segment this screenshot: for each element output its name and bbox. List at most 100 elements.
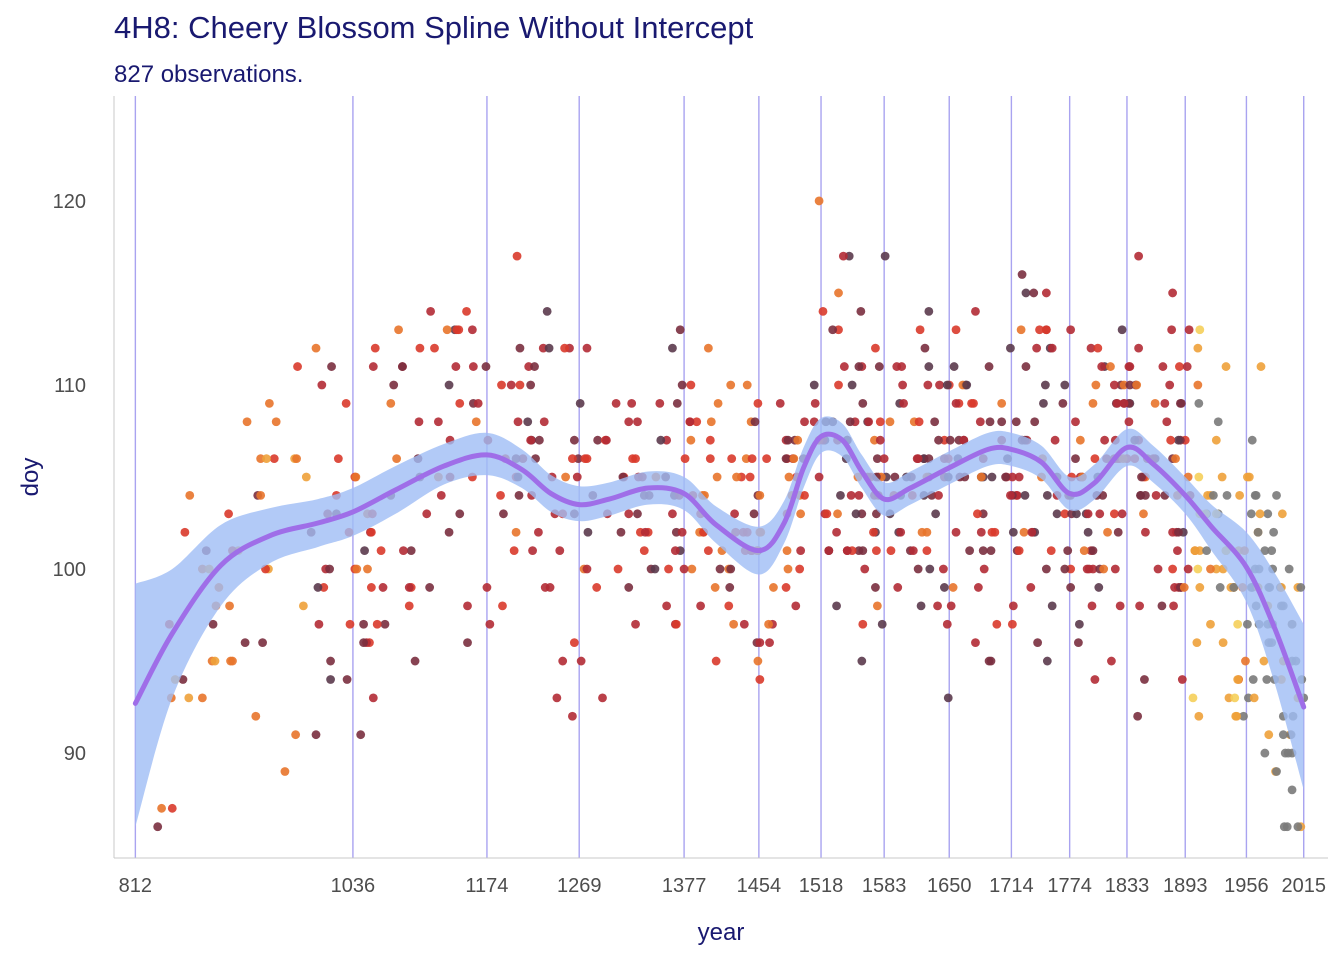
data-point (292, 454, 301, 463)
data-point (984, 362, 994, 371)
data-point (1074, 619, 1084, 629)
data-point (345, 619, 355, 629)
y-axis-title: doy (17, 458, 44, 497)
data-point (534, 435, 544, 445)
data-point (1174, 435, 1183, 445)
data-point (1251, 491, 1261, 500)
data-point (1124, 417, 1134, 427)
data-point (1041, 564, 1051, 574)
data-point (515, 380, 525, 390)
data-point (157, 803, 166, 813)
data-point (1168, 288, 1178, 298)
data-point (871, 546, 881, 556)
data-point (1260, 748, 1270, 758)
data-point (987, 472, 997, 482)
data-point (1060, 509, 1070, 519)
data-point (552, 693, 562, 703)
data-point (359, 619, 368, 629)
data-point (513, 417, 523, 427)
data-point (444, 527, 454, 537)
data-point (415, 343, 425, 353)
data-point (1119, 398, 1129, 408)
data-point (327, 362, 336, 371)
data-point (685, 417, 695, 427)
data-point (858, 619, 868, 629)
data-point (545, 583, 555, 592)
data-point (499, 509, 508, 519)
data-point (317, 380, 327, 390)
data-point (1167, 325, 1177, 335)
data-point (931, 509, 941, 519)
data-point (1134, 343, 1144, 353)
x-tick-label: 1833 (1105, 875, 1150, 897)
data-point (976, 472, 986, 482)
data-point (511, 527, 521, 537)
x-tick-label: 1956 (1224, 875, 1269, 897)
data-point (539, 417, 549, 427)
data-point (1027, 527, 1037, 537)
data-point (1058, 398, 1068, 408)
data-point (251, 711, 261, 721)
data-point (1072, 509, 1081, 519)
data-point (1259, 656, 1269, 666)
data-point (455, 509, 465, 519)
data-point (301, 472, 311, 482)
data-point (749, 509, 759, 519)
data-point (1193, 343, 1203, 353)
data-point (1083, 527, 1093, 537)
data-point (582, 564, 592, 574)
data-point (512, 251, 522, 261)
data-point (668, 509, 677, 519)
data-point (593, 435, 603, 445)
data-point (185, 491, 195, 500)
data-point (934, 491, 943, 500)
data-point (885, 417, 895, 427)
data-point (1284, 564, 1294, 574)
data-point (1194, 398, 1204, 408)
data-point (976, 527, 986, 537)
data-point (810, 398, 820, 408)
data-point (997, 398, 1007, 408)
data-point (1109, 509, 1119, 519)
data-point (915, 325, 925, 335)
data-point (869, 527, 878, 537)
data-point (730, 509, 739, 519)
data-point (1176, 398, 1186, 408)
data-point (624, 417, 634, 427)
data-point (482, 583, 492, 592)
data-point (791, 601, 801, 611)
data-point (180, 527, 190, 537)
data-point (572, 472, 582, 482)
data-point (893, 583, 903, 592)
data-point (1296, 583, 1306, 592)
data-point (633, 509, 642, 519)
data-point (498, 601, 507, 611)
x-tick-label: 2015 (1281, 875, 1326, 897)
data-point (394, 325, 403, 335)
data-point (240, 638, 250, 648)
x-tick-label: 1518 (799, 875, 844, 897)
data-point (422, 509, 432, 519)
data-point (509, 546, 519, 556)
data-point (934, 435, 943, 445)
data-point (655, 398, 665, 408)
data-point (1124, 362, 1134, 371)
data-point (1140, 675, 1149, 684)
data-point (560, 343, 570, 353)
data-point (1173, 546, 1182, 556)
data-point (1272, 491, 1281, 500)
data-point (1188, 693, 1198, 703)
data-point (1006, 491, 1015, 500)
data-point (1194, 711, 1204, 721)
data-point (624, 583, 634, 592)
data-point (686, 435, 696, 445)
data-point (1117, 509, 1127, 519)
data-point (832, 601, 841, 611)
data-point (1160, 398, 1170, 408)
data-point (1100, 435, 1110, 445)
data-point (724, 601, 734, 611)
data-point (224, 509, 234, 519)
data-point (1213, 417, 1223, 427)
data-point (1192, 638, 1202, 648)
data-point (444, 380, 454, 390)
